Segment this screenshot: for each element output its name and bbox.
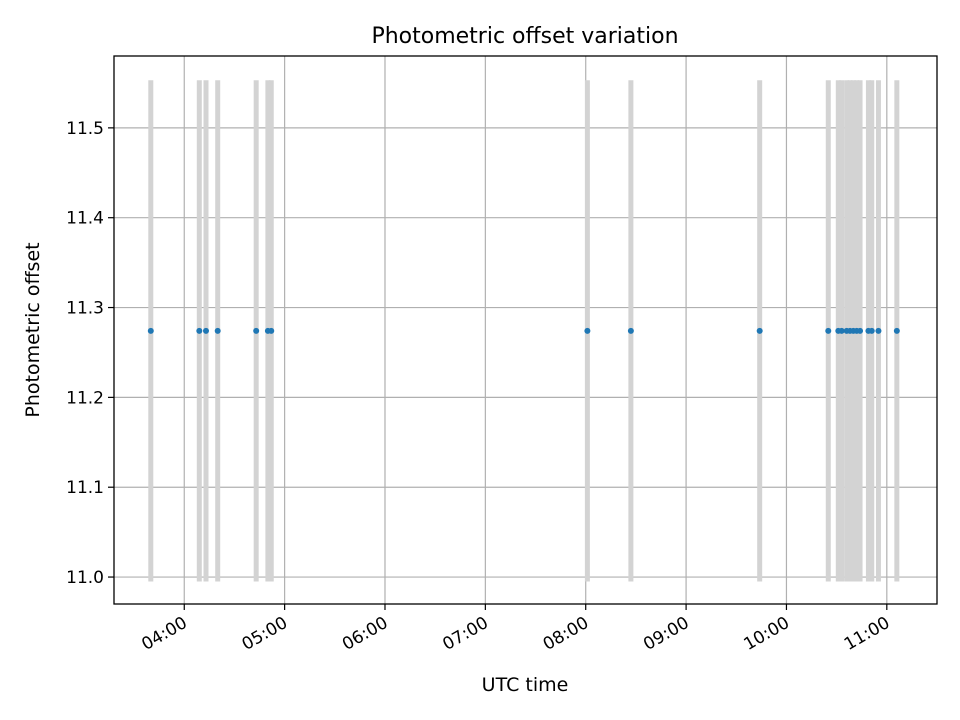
data-point [893,327,900,334]
x-tick-label: 11:00 [841,613,893,655]
plot-frame [113,55,938,605]
x-tick-label: 06:00 [339,613,391,655]
data-point [825,327,832,334]
y-tick-label: 11.4 [66,209,104,229]
y-tick-label: 11.2 [66,388,104,408]
x-tick-label: 08:00 [540,613,592,655]
chart-title: Photometric offset variation [371,24,678,49]
x-axis-label: UTC time [482,674,569,696]
y-tick-label: 11.1 [66,478,104,498]
y-axis-label: Photometric offset [22,242,44,417]
data-point [268,327,275,334]
x-tick-label: 09:00 [640,613,692,655]
data-points [147,327,900,334]
data-point [147,327,154,334]
data-point [203,327,210,334]
data-point [756,327,763,334]
x-tick-label: 05:00 [239,613,291,655]
x-axis-ticks: 04:00 05:00 06:00 07:00 08:00 09:00 10:00 11:00 [138,604,893,655]
x-tick-label: 10:00 [741,613,793,655]
data-point [875,327,882,334]
x-tick-label: 04:00 [138,613,190,655]
error-bars [148,80,900,582]
data-point [868,327,875,334]
data-point [214,327,221,334]
y-axis-ticks: 11.0 11.1 11.2 11.3 11.4 11.5 [66,119,114,588]
y-tick-label: 11.5 [66,119,104,139]
data-point [253,327,260,334]
data-point [627,327,634,334]
data-point [196,327,203,334]
y-tick-label: 11.0 [66,568,104,588]
y-tick-label: 11.3 [66,299,104,319]
grid [114,56,937,604]
x-tick-label: 07:00 [439,613,491,655]
data-point [857,327,864,334]
data-point [838,327,845,334]
data-point [584,327,591,334]
